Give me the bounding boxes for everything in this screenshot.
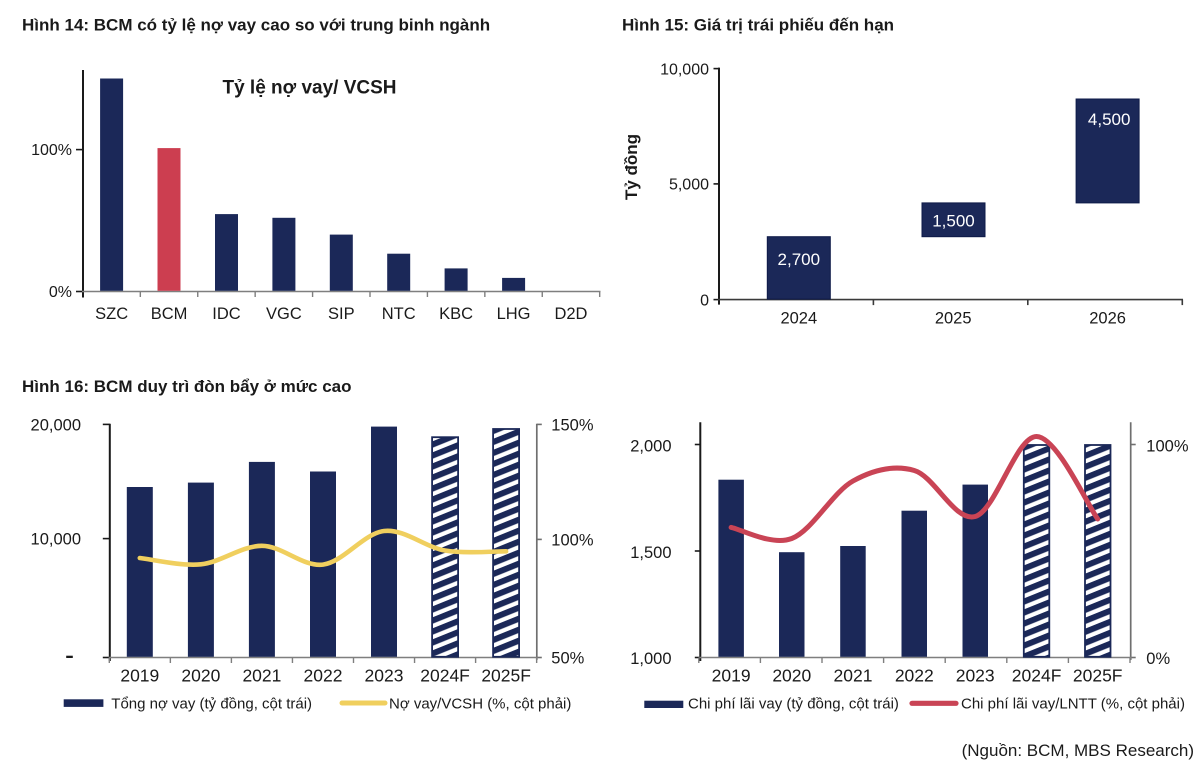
- svg-text:Tổng nợ vay (tỷ đồng, cột trái: Tổng nợ vay (tỷ đồng, cột trái): [111, 696, 312, 713]
- svg-text:LHG: LHG: [497, 305, 531, 323]
- svg-text:Chi phí lãi vay (tỷ đồng, cột: Chi phí lãi vay (tỷ đồng, cột trái): [688, 696, 899, 713]
- svg-text:2025: 2025: [935, 309, 972, 327]
- svg-text:2022: 2022: [895, 666, 934, 686]
- svg-text:2021: 2021: [242, 666, 281, 686]
- svg-text:2024F: 2024F: [1012, 666, 1062, 686]
- svg-text:2024: 2024: [780, 309, 817, 327]
- svg-text:Tỷ lệ nợ vay/ VCSH: Tỷ lệ nợ vay/ VCSH: [222, 78, 396, 99]
- svg-text:2022: 2022: [304, 666, 343, 686]
- svg-text:2024F: 2024F: [420, 666, 470, 686]
- svg-text:Nợ vay/VCSH (%, cột phải): Nợ vay/VCSH (%, cột phải): [389, 696, 571, 713]
- svg-text:150%: 150%: [551, 417, 594, 435]
- svg-text:BCM: BCM: [151, 305, 188, 323]
- svg-text:2020: 2020: [772, 666, 811, 686]
- svg-text:2019: 2019: [120, 666, 159, 686]
- svg-text:VGC: VGC: [266, 305, 302, 323]
- svg-text:2026: 2026: [1089, 309, 1126, 327]
- svg-text:0%: 0%: [1146, 650, 1170, 668]
- svg-text:4,500: 4,500: [1088, 110, 1131, 129]
- svg-text:100%: 100%: [551, 531, 594, 549]
- svg-text:Hình 14: BCM có tỷ lệ nợ vay c: Hình 14: BCM có tỷ lệ nợ vay cao so với …: [22, 16, 490, 35]
- svg-text:100%: 100%: [31, 142, 72, 159]
- svg-text:0%: 0%: [49, 284, 72, 301]
- svg-text:2019: 2019: [712, 666, 751, 686]
- svg-text:Tỷ đồng: Tỷ đồng: [622, 134, 641, 200]
- svg-text:2021: 2021: [834, 666, 873, 686]
- svg-text:50%: 50%: [551, 650, 584, 668]
- svg-text:Hình 15: Giá trị trái phiếu đế: Hình 15: Giá trị trái phiếu đến hạn: [622, 16, 894, 35]
- svg-text:10,000: 10,000: [660, 61, 709, 78]
- svg-text:Chi phí lãi vay/LNTT (%, cột p: Chi phí lãi vay/LNTT (%, cột phải): [961, 696, 1185, 713]
- svg-text:SIP: SIP: [328, 305, 355, 323]
- svg-text:(Nguồn: BCM, MBS Research): (Nguồn: BCM, MBS Research): [962, 741, 1194, 760]
- svg-text:2020: 2020: [181, 666, 220, 686]
- svg-text:2025F: 2025F: [1073, 666, 1123, 686]
- svg-text:Hình 16: BCM duy trì đòn bẩy ở: Hình 16: BCM duy trì đòn bẩy ở mức cao: [22, 377, 352, 396]
- svg-text:20,000: 20,000: [31, 416, 81, 434]
- svg-text:1,500: 1,500: [932, 212, 975, 231]
- svg-text:2023: 2023: [365, 666, 404, 686]
- svg-text:2,700: 2,700: [778, 250, 821, 269]
- svg-text:10,000: 10,000: [31, 531, 81, 549]
- svg-text:0: 0: [700, 292, 709, 309]
- svg-text:2023: 2023: [956, 666, 995, 686]
- svg-text:SZC: SZC: [95, 305, 128, 323]
- svg-text:IDC: IDC: [212, 305, 241, 323]
- svg-text:5,000: 5,000: [669, 177, 709, 194]
- svg-text:1,000: 1,000: [630, 650, 671, 668]
- svg-text:D2D: D2D: [554, 305, 587, 323]
- svg-text:1,500: 1,500: [630, 544, 671, 562]
- svg-text:2,000: 2,000: [630, 437, 671, 455]
- svg-text:2025F: 2025F: [481, 666, 531, 686]
- svg-text:KBC: KBC: [439, 305, 473, 323]
- svg-text:NTC: NTC: [382, 305, 416, 323]
- svg-text:100%: 100%: [1146, 437, 1189, 455]
